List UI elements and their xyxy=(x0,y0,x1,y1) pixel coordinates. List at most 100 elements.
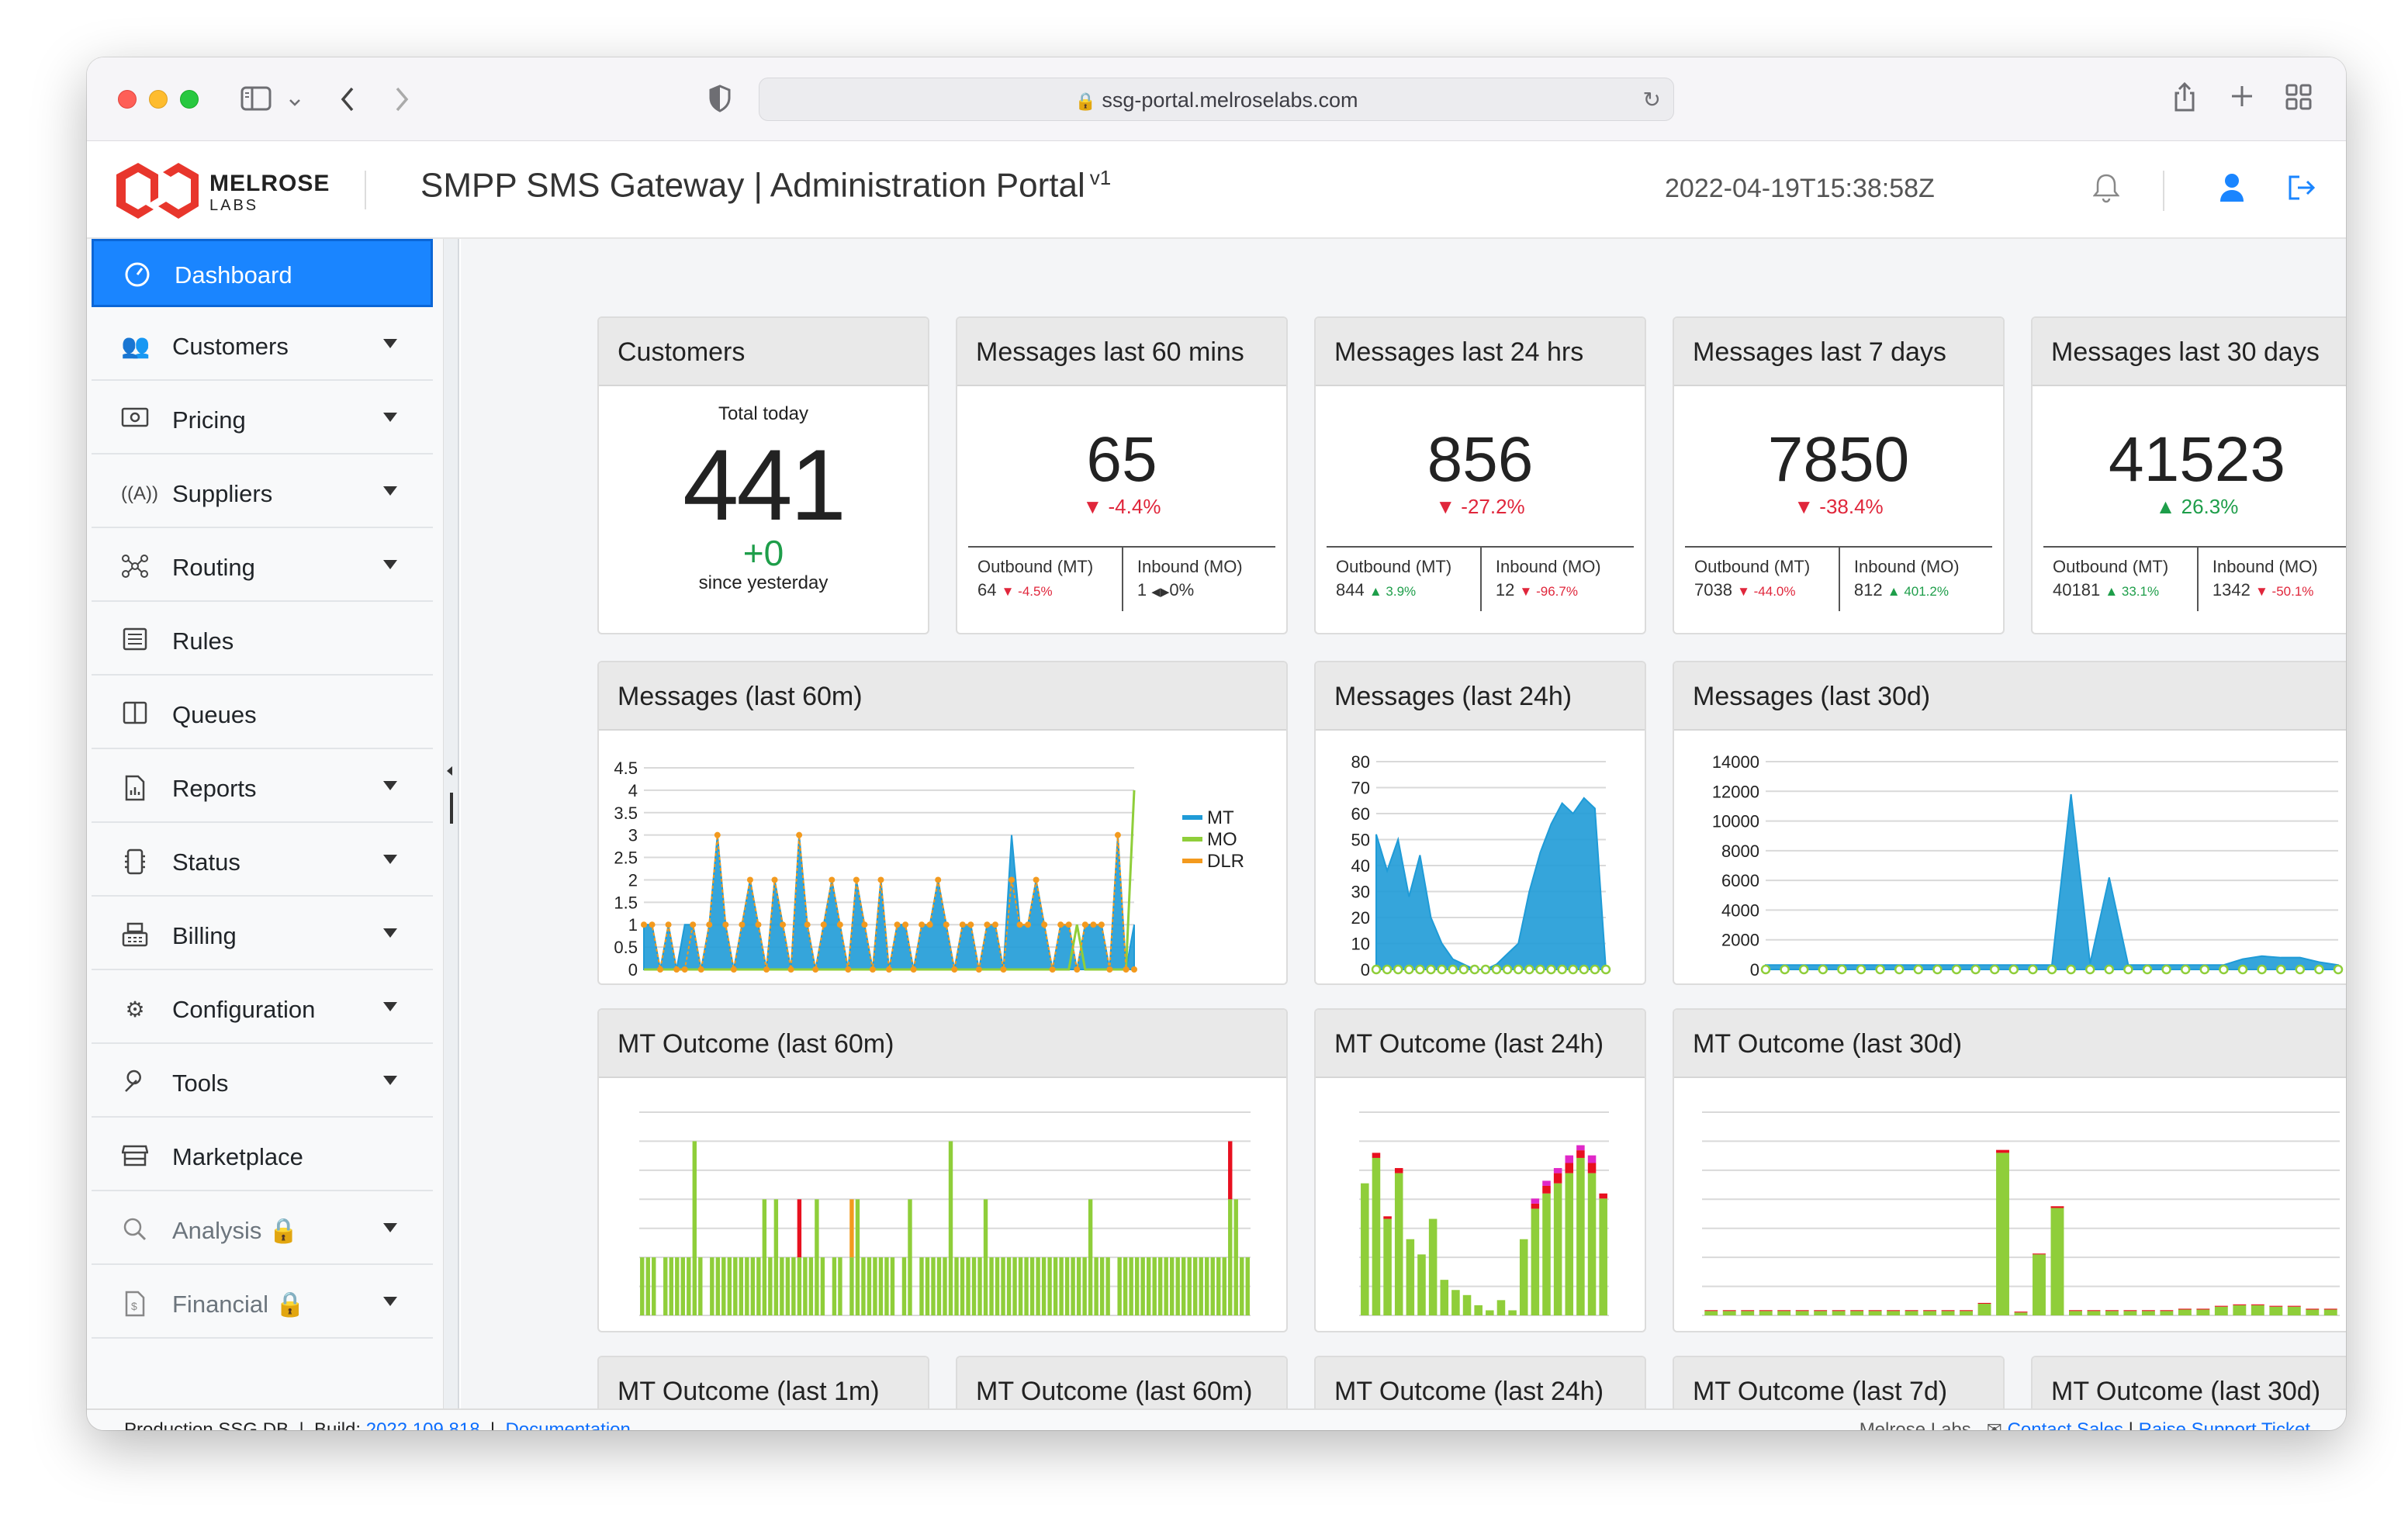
sidebar-item-billing[interactable]: Billing xyxy=(92,902,433,970)
change-value: -4.5% xyxy=(1018,584,1053,599)
failed-bar xyxy=(1576,1150,1585,1158)
mo-point xyxy=(2142,964,2153,975)
tab-overview-icon[interactable] xyxy=(2285,84,2312,115)
inbound-cell: Inbound (MO) 12 ▼ -96.7% xyxy=(1486,548,1601,611)
sidebar-item-marketplace[interactable]: Marketplace xyxy=(92,1123,433,1191)
documentation-link[interactable]: Documentation xyxy=(505,1419,631,1430)
build-link[interactable]: 2022.109.818 xyxy=(365,1419,480,1430)
sidebar-item-status[interactable]: Status xyxy=(92,828,433,897)
failed-bar xyxy=(2050,1206,2064,1208)
sidebar-item-reports[interactable]: Reports xyxy=(92,755,433,823)
y-tick-label: 4000 xyxy=(1721,900,1759,920)
delivered-bar xyxy=(989,1257,994,1315)
delivered-bar xyxy=(2123,1311,2137,1315)
forward-icon[interactable] xyxy=(393,84,413,119)
inbound-change: ▼ -96.7% xyxy=(1519,584,1578,599)
outbound-cell: Outbound (MT) 7038 ▼ -44.0% xyxy=(1685,548,1810,611)
sidebar-scrollbar[interactable] xyxy=(444,239,459,1408)
y-tick-label: 0 xyxy=(1361,960,1370,980)
footer: Production SSG DB | Build: 2022.109.818 … xyxy=(87,1408,2346,1430)
bell-icon[interactable] xyxy=(2092,172,2120,207)
delivered-bar xyxy=(832,1257,837,1315)
melrose-logo[interactable]: MELROSE LABS xyxy=(115,158,329,223)
address-bar[interactable]: 🔒 ssg-portal.melroselabs.com ↻ xyxy=(759,78,1674,121)
messages-30d-chart-card: Messages (last 30d) 0 2000 4000 6000 8000 100… xyxy=(1673,661,2346,985)
outbound-label: Outbound (MT) xyxy=(1336,557,1452,576)
delivered-bar xyxy=(2269,1306,2283,1315)
change-value: 26.3% xyxy=(2181,495,2239,518)
chevron-down-icon[interactable] xyxy=(287,88,303,115)
failed-bar xyxy=(1868,1310,1882,1312)
dlr-point xyxy=(1025,921,1032,928)
footer-right: Melrose Labs ✉ Contact Sales | Raise Sup… xyxy=(1860,1410,2310,1430)
delivered-bar xyxy=(687,1257,691,1315)
zoom-window-button[interactable] xyxy=(180,90,199,109)
delivered-bar xyxy=(855,1199,860,1315)
delivered-bar xyxy=(2251,1305,2264,1315)
sidebar-item-routing[interactable]: Routing xyxy=(92,534,433,602)
sidebar-item-label: Status xyxy=(172,848,240,876)
sidebar-item-configuration[interactable]: ⚙ Configuration xyxy=(92,976,433,1044)
mo-point xyxy=(1579,964,1590,975)
sidebar-item-label: Configuration xyxy=(172,996,316,1023)
dlr-point xyxy=(1033,876,1040,883)
dlr-point xyxy=(1016,921,1023,928)
sidebar-item-suppliers[interactable]: ((A)) Suppliers xyxy=(92,460,433,528)
collapse-handle-icon[interactable] xyxy=(447,766,452,776)
dlr-point xyxy=(755,921,762,928)
logout-icon[interactable] xyxy=(2287,174,2316,206)
sidebar-item-dashboard[interactable]: Dashboard xyxy=(92,239,433,307)
failed-bar xyxy=(2269,1305,2283,1307)
delivered-bar xyxy=(867,1257,872,1315)
page-title: SMPP SMS Gateway | Administration Portal… xyxy=(420,166,1111,206)
envelope-icon: ✉ xyxy=(1986,1419,2002,1430)
close-window-button[interactable] xyxy=(118,90,137,109)
delivered-bar xyxy=(773,1199,779,1315)
failed-bar xyxy=(1887,1310,1901,1312)
y-tick-label: 60 xyxy=(1351,804,1370,824)
delivered-bar xyxy=(971,1257,977,1315)
dlr-point xyxy=(935,876,942,883)
delivered-bar xyxy=(1868,1311,1882,1315)
sidebar-item-pricing[interactable]: Pricing xyxy=(92,386,433,454)
change-value: -38.4% xyxy=(1819,495,1884,518)
dlr-point xyxy=(1000,966,1007,973)
failed-bar xyxy=(1741,1310,1755,1312)
sidebar-item-tools[interactable]: Tools xyxy=(92,1049,433,1118)
messages-30d-card: Messages last 30 days 41523 ▲ 26.3% Outb… xyxy=(2031,316,2346,634)
mo-point xyxy=(1382,964,1393,975)
scrollbar-thumb[interactable] xyxy=(450,793,453,824)
delivered-bar xyxy=(2233,1305,2247,1315)
sidebar-toggle-icon[interactable] xyxy=(240,85,272,116)
sidebar-item-label: Tools xyxy=(172,1070,229,1097)
caret-down-icon xyxy=(383,339,397,348)
user-icon[interactable] xyxy=(2219,172,2245,207)
delivered-bar xyxy=(1406,1239,1415,1315)
mo-point xyxy=(1989,964,2000,975)
shield-icon[interactable] xyxy=(708,84,732,118)
sidebar-item-queues[interactable]: Queues xyxy=(92,681,433,749)
mo-point xyxy=(2219,964,2229,975)
sidebar-item-financial[interactable]: $ Financial 🔒 xyxy=(92,1270,433,1339)
contact-sales-link[interactable]: Contact Sales xyxy=(2007,1419,2123,1430)
dlr-point xyxy=(853,876,860,883)
reload-icon[interactable]: ↻ xyxy=(1642,88,1661,112)
company-name: Melrose Labs xyxy=(1859,1419,1971,1430)
dlr-point xyxy=(975,966,982,973)
raise-support-ticket-link[interactable]: Raise Support Ticket xyxy=(2138,1419,2310,1430)
sidebar-item-customers[interactable]: 👥 Customers xyxy=(92,313,433,381)
share-icon[interactable] xyxy=(2172,81,2197,118)
sidebar-item-rules[interactable]: Rules xyxy=(92,607,433,676)
x-tick-label: 16:18 xyxy=(1026,1329,1068,1331)
sidebar-item-analysis[interactable]: Analysis 🔒 xyxy=(92,1197,433,1265)
failed-bar xyxy=(2033,1253,2046,1255)
delivered-bar xyxy=(1960,1311,1973,1315)
outbound-cell: Outbound (MT) 64 ▼ -4.5% xyxy=(968,548,1093,611)
sidebar-item-label: Queues xyxy=(172,701,257,728)
y-tick-label: 10 xyxy=(1351,935,1370,954)
back-icon[interactable] xyxy=(337,84,357,119)
mt-outcome-60m-chart: 15:38 15:48 15:58 16:08 16:18 16:28 16:38 xyxy=(618,1111,1272,1331)
minimize-window-button[interactable] xyxy=(149,90,168,109)
failed-bar xyxy=(1960,1310,1973,1312)
new-tab-icon[interactable] xyxy=(2230,84,2254,113)
